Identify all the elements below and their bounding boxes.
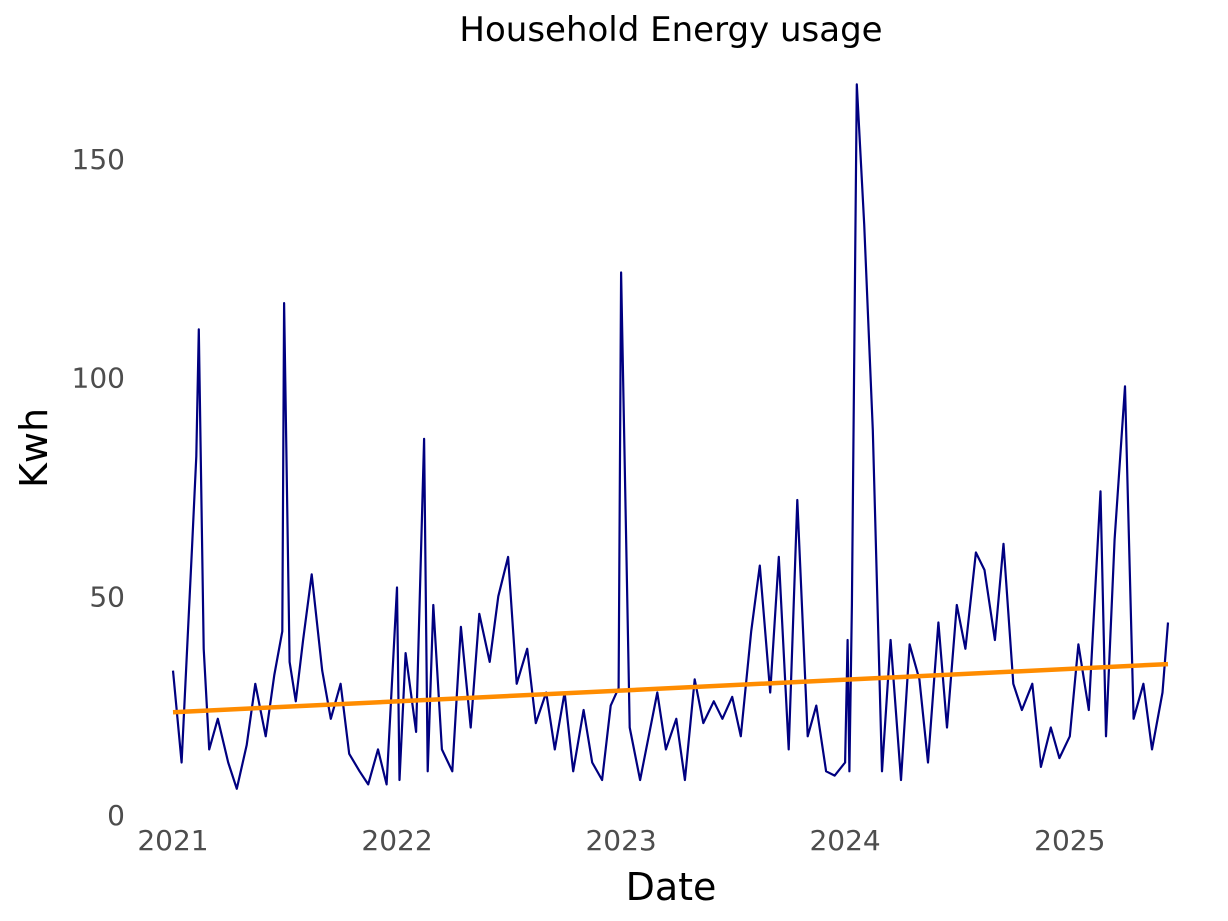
x-tick-label: 2021 xyxy=(137,824,208,857)
x-axis-ticks: 2021 2022 2023 2024 2025 xyxy=(137,824,1105,857)
y-tick-label: 100 xyxy=(72,362,125,395)
series-line-daily-usage xyxy=(171,83,1170,790)
x-tick-label: 2024 xyxy=(809,824,880,857)
y-axis-title: Kwh xyxy=(12,408,56,488)
plot-series xyxy=(171,83,1170,790)
y-axis-ticks: 0 50 100 150 xyxy=(72,143,125,832)
y-tick-label: 0 xyxy=(107,799,125,832)
x-tick-label: 2023 xyxy=(585,824,656,857)
chart-title: Household Energy usage xyxy=(459,10,882,50)
x-axis-title: Date xyxy=(626,865,717,909)
x-tick-label: 2022 xyxy=(361,824,432,857)
series-line-trend xyxy=(172,661,1169,715)
x-tick-label: 2025 xyxy=(1034,824,1105,857)
y-tick-label: 50 xyxy=(89,580,125,613)
y-tick-label: 150 xyxy=(72,143,125,176)
